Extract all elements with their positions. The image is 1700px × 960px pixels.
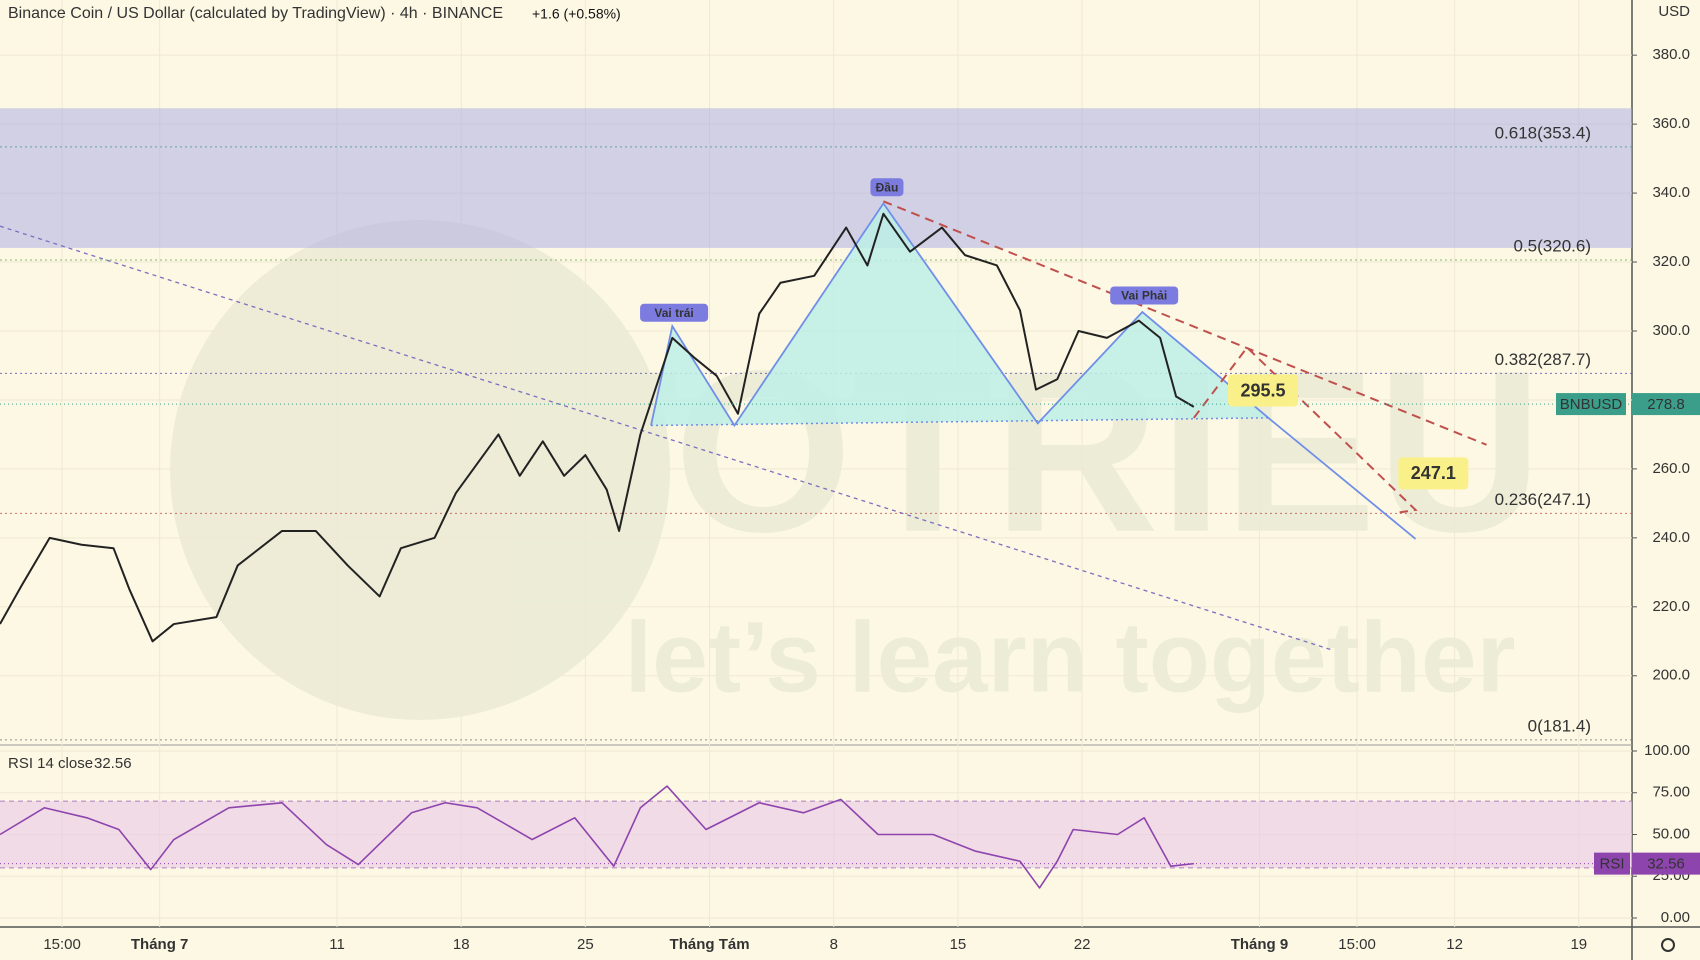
target-label: 295.5 xyxy=(1241,380,1286,400)
target-box xyxy=(1228,374,1299,407)
fib-label: 0(181.4) xyxy=(1528,716,1591,735)
series-tag xyxy=(1556,393,1626,416)
price-line xyxy=(0,212,1195,643)
y-tick-label: 300.0 xyxy=(1652,322,1690,339)
x-tick-label: 15 xyxy=(950,936,967,953)
y-tick-label: 220.0 xyxy=(1652,598,1690,615)
downtrend-line xyxy=(0,225,1335,652)
x-tick-label: 15:00 xyxy=(1338,936,1376,953)
x-tick-label: Tháng 9 xyxy=(1231,936,1289,953)
fib-label: 0.5(320.6) xyxy=(1514,236,1592,255)
target-label: 247.1 xyxy=(1411,463,1456,483)
pattern-label-box xyxy=(640,303,709,322)
y-tick-label: 360.0 xyxy=(1652,115,1690,132)
x-tick-label: 11 xyxy=(329,936,345,953)
y-tick-label: 50.00 xyxy=(1652,825,1690,842)
y-tick-label: 240.0 xyxy=(1652,529,1690,546)
fib-label: 0.382(287.7) xyxy=(1495,350,1591,369)
y-tick-label: 340.0 xyxy=(1652,184,1690,201)
y-tick-label: 380.0 xyxy=(1652,46,1690,63)
last-price-label: 32.56 xyxy=(1647,856,1685,873)
chart-title: Binance Coin / US Dollar (calculated by … xyxy=(8,5,503,22)
pattern-label-box xyxy=(1110,286,1179,305)
x-tick-label: 15:00 xyxy=(43,936,81,953)
fib-label: 0.618(353.4) xyxy=(1495,123,1591,142)
x-tick-label: 18 xyxy=(453,936,470,953)
y-tick-label: 320.0 xyxy=(1652,253,1690,270)
last-price-label: 278.8 xyxy=(1647,396,1685,413)
fib-zone xyxy=(0,108,1632,248)
last-price-tag xyxy=(1632,393,1700,416)
x-tick-label: 12 xyxy=(1446,936,1463,953)
last-price-tag xyxy=(1632,852,1700,875)
x-tick-label: 8 xyxy=(830,936,838,953)
watermark-slogan: let’s learn together xyxy=(625,601,1516,713)
x-tick-label: Tháng 7 xyxy=(131,936,189,953)
series-tag xyxy=(1594,852,1630,875)
logo xyxy=(170,220,670,720)
currency-label: USD xyxy=(1658,3,1690,20)
pattern-label-box xyxy=(870,178,904,197)
y-tick-label: 100.00 xyxy=(1644,742,1690,759)
price-change: +1.6 (+0.58%) xyxy=(532,6,621,22)
pattern-label: Vai Phải xyxy=(1121,289,1167,303)
series-name: RSI xyxy=(1599,856,1624,873)
watermark: TOTRIEU let’s learn together xyxy=(170,220,1543,720)
settings-icon[interactable] xyxy=(1661,938,1675,952)
x-tick-label: Tháng Tám xyxy=(670,936,750,953)
y-tick-label: 0.00 xyxy=(1661,909,1690,926)
price-line xyxy=(0,785,1194,889)
pattern-label: Vai trái xyxy=(654,306,693,320)
rsi-band xyxy=(0,801,1632,868)
projection-line xyxy=(1193,346,1418,514)
x-tick-label: 22 xyxy=(1074,936,1091,953)
target-box xyxy=(1398,457,1469,490)
resistance-line xyxy=(883,200,1487,446)
x-tick-label: 25 xyxy=(577,936,594,953)
fib-label: 0.236(247.1) xyxy=(1495,490,1591,509)
rsi-value: 32.56 xyxy=(94,755,132,772)
series-name: BNBUSD xyxy=(1560,396,1623,413)
y-tick-label: 75.00 xyxy=(1652,784,1690,801)
x-tick-label: 19 xyxy=(1570,936,1587,953)
chart-title: RSI 14 close xyxy=(8,755,93,772)
pattern-fill xyxy=(651,203,1269,426)
y-tick-label: 200.0 xyxy=(1652,667,1690,684)
pattern-label: Đầu xyxy=(876,180,899,194)
y-tick-label: 260.0 xyxy=(1652,460,1690,477)
